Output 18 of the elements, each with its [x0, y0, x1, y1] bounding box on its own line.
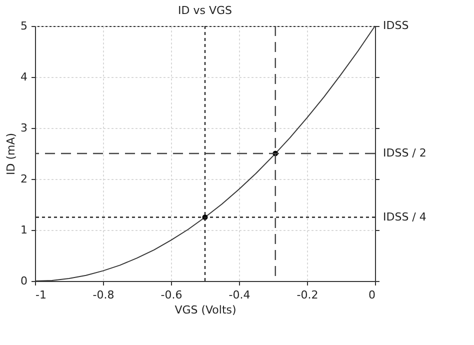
x-tick-label: 0 [368, 288, 376, 302]
x-tick-label: -0.8 [92, 288, 114, 302]
y-tick-label: 4 [20, 70, 28, 84]
annotation: IDSS [383, 19, 409, 32]
y-tick-label: 3 [20, 122, 28, 134]
ref-line-label: IDSS / 2 [383, 146, 426, 160]
y-tick-label: 2 [20, 172, 28, 186]
x-tick-label: -0.4 [228, 288, 250, 302]
y-tick-label: 5 [20, 20, 28, 32]
y-axis-title: ID (mA) [4, 132, 18, 176]
y-tick-label: 1 [20, 224, 28, 236]
x-tick-label: -1 [36, 288, 46, 302]
x-tick-label: -0.2 [296, 288, 318, 302]
ref-line-label: IDSS / 4 [383, 210, 426, 224]
y-tick-label: 0 [20, 274, 28, 288]
x-axis-title: VGS (Volts) [174, 304, 236, 316]
x-tick-label: -0.6 [160, 288, 182, 302]
chart-title: ID vs VGS [178, 4, 232, 17]
